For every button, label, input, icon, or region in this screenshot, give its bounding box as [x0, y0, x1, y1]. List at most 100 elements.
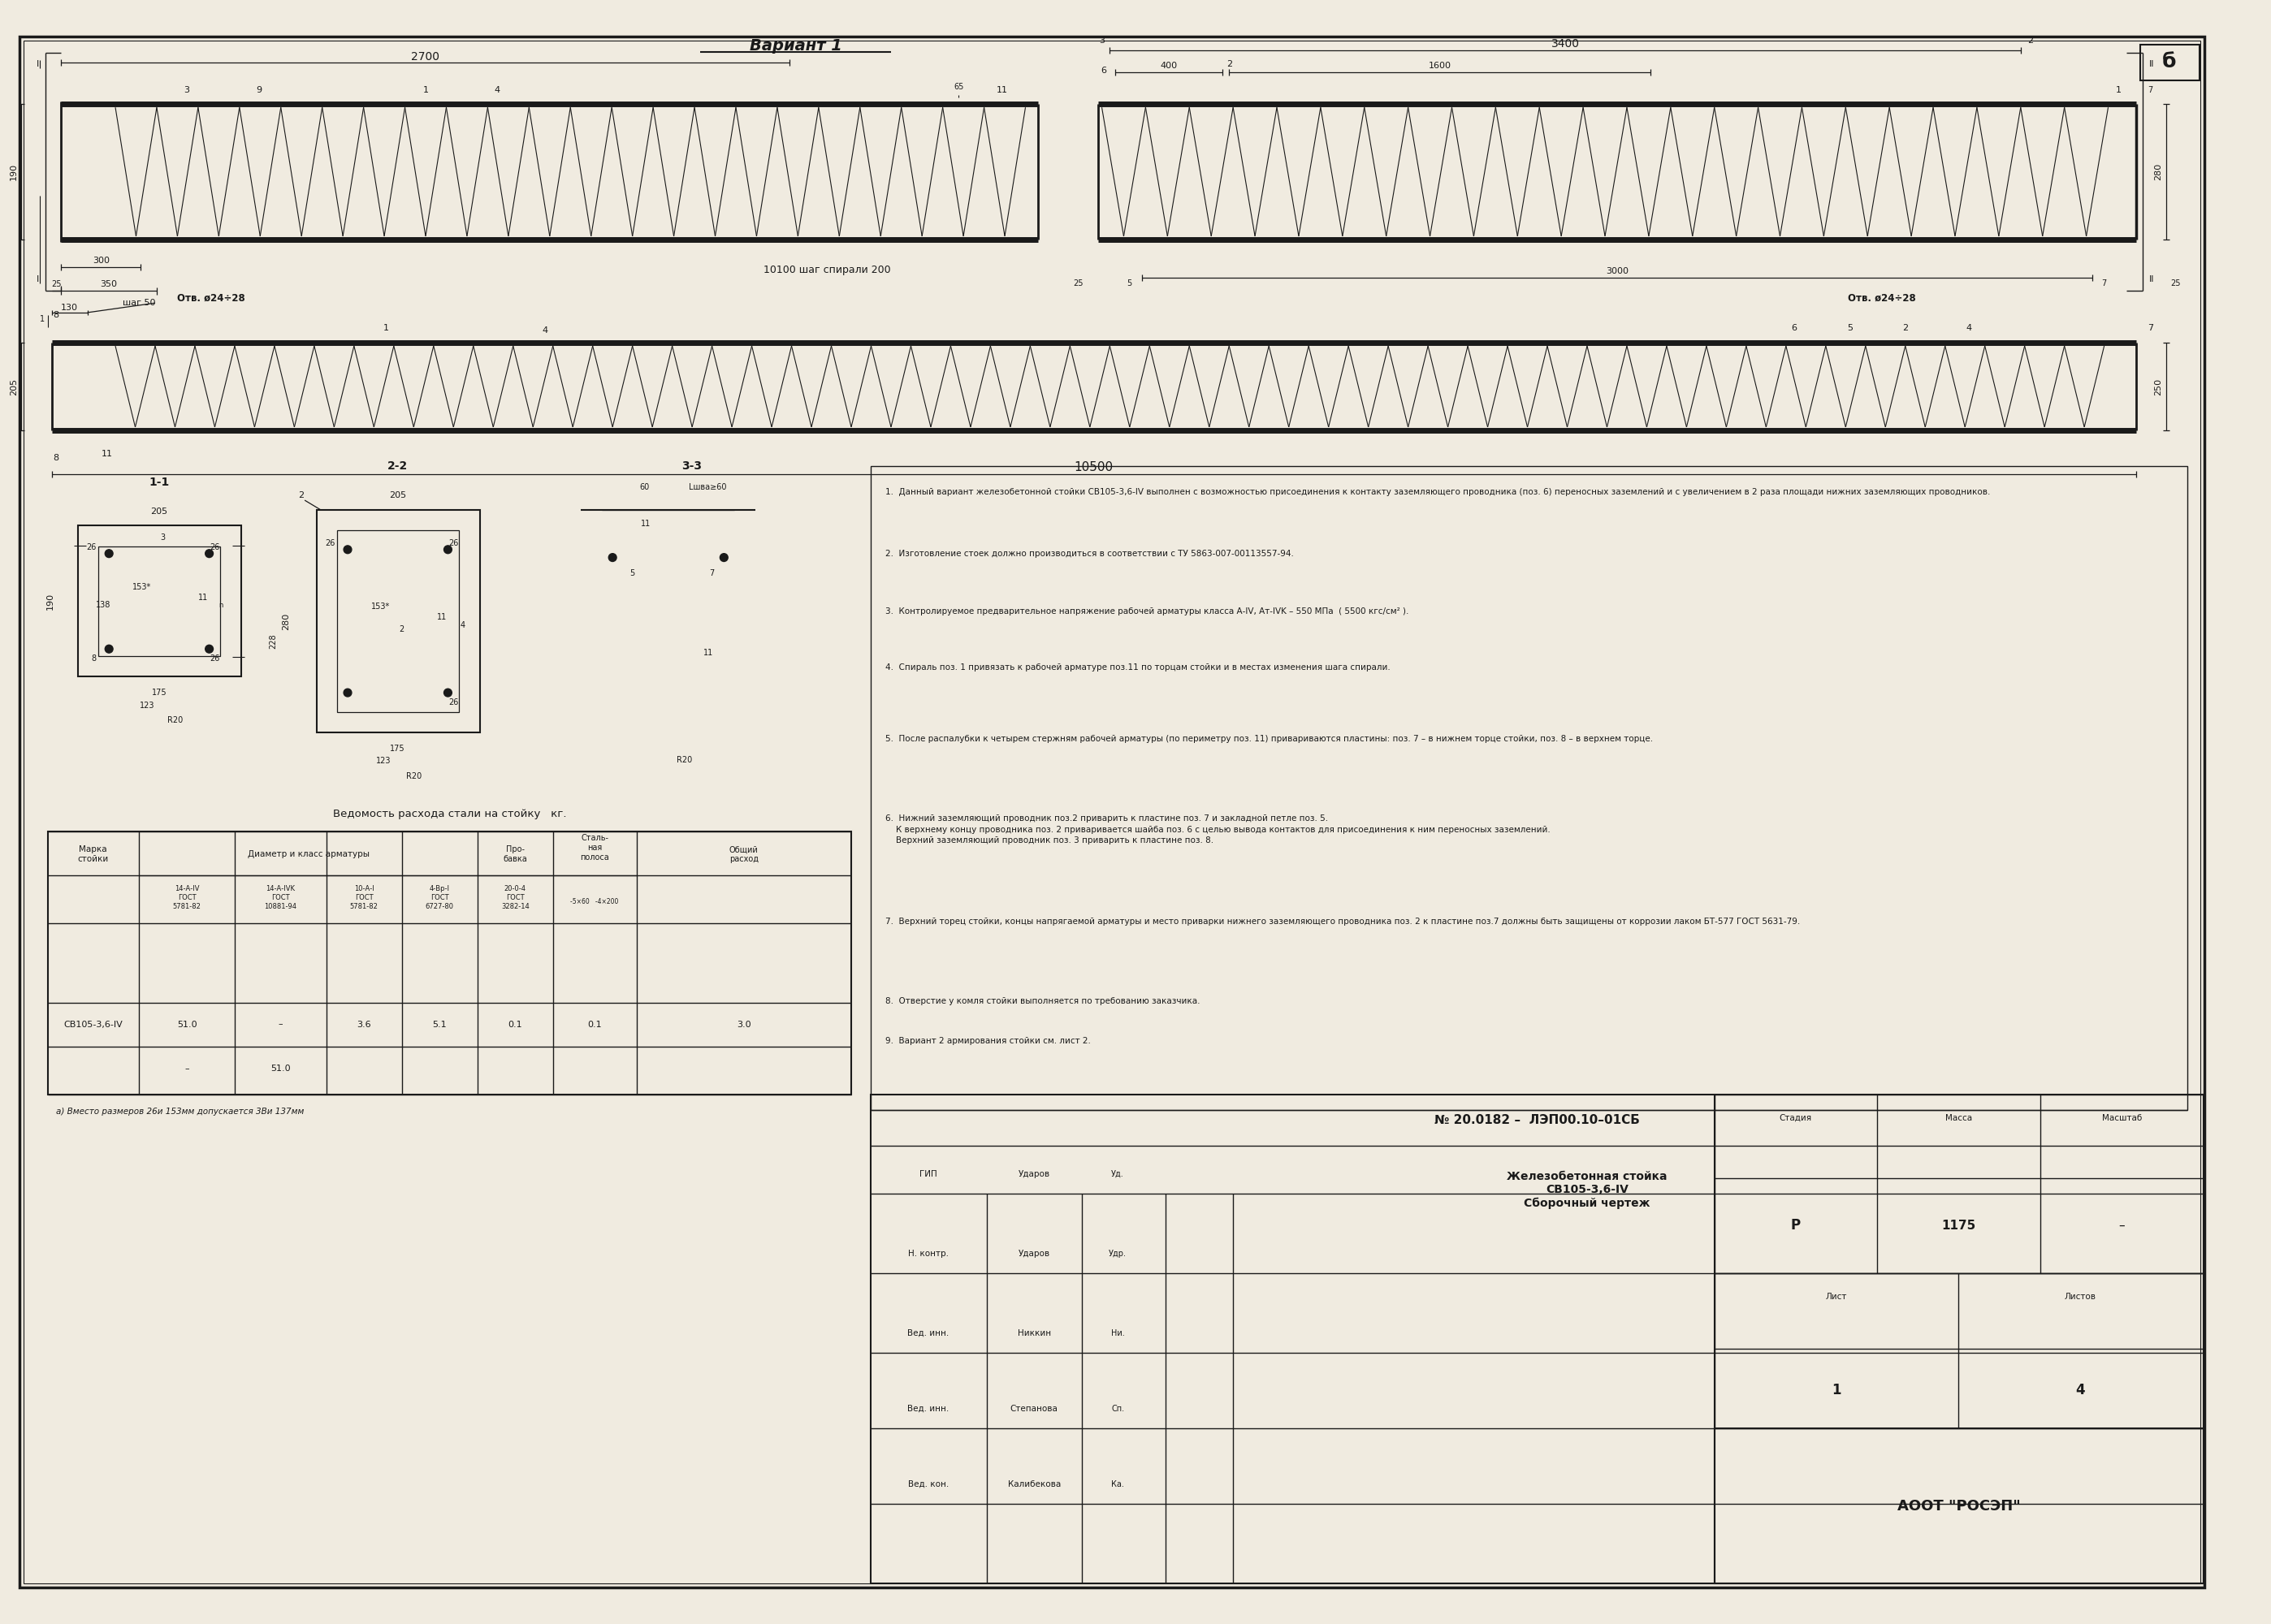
Text: Ни.: Ни. — [1111, 1328, 1124, 1337]
Text: 400: 400 — [1160, 62, 1179, 70]
Text: Отв. ø24÷28: Отв. ø24÷28 — [177, 292, 245, 304]
Text: 1: 1 — [384, 325, 388, 333]
Text: 123: 123 — [139, 702, 154, 710]
Bar — [338, 531, 459, 711]
Text: 1: 1 — [1830, 1384, 1842, 1398]
Text: R20: R20 — [407, 771, 422, 780]
Text: Вариант 1: Вариант 1 — [749, 39, 843, 54]
Text: Ударов: Ударов — [1017, 1169, 1049, 1177]
Text: 3.0: 3.0 — [736, 1020, 752, 1028]
Text: 1600: 1600 — [1428, 62, 1451, 70]
Text: 11: 11 — [704, 650, 713, 658]
Text: шаг 50: шаг 50 — [123, 299, 157, 307]
Text: 7: 7 — [2148, 325, 2153, 333]
Text: 205: 205 — [9, 378, 18, 395]
Text: 4: 4 — [1967, 325, 1971, 333]
Text: 10100 шаг спирали 200: 10100 шаг спирали 200 — [763, 265, 890, 274]
Text: R20: R20 — [677, 757, 693, 765]
Text: 26: 26 — [447, 698, 459, 706]
Text: 51.0: 51.0 — [177, 1020, 198, 1028]
Bar — [98, 546, 220, 656]
Text: 2-2: 2-2 — [388, 460, 409, 471]
Text: Сталь-
ная
полоса: Сталь- ная полоса — [579, 835, 609, 861]
Text: 60: 60 — [640, 484, 650, 492]
Bar — [77, 526, 241, 677]
Text: 3.6: 3.6 — [357, 1020, 370, 1028]
Text: 5.1: 5.1 — [431, 1020, 447, 1028]
Text: Ка.: Ка. — [1111, 1479, 1124, 1488]
Bar — [1715, 1273, 2203, 1429]
Text: 20-0-4
ГОСТ
3282-14: 20-0-4 ГОСТ 3282-14 — [502, 885, 529, 911]
Text: 1: 1 — [422, 86, 429, 94]
Text: Калибекова: Калибекова — [1008, 1479, 1061, 1488]
Text: 10500: 10500 — [1074, 461, 1113, 474]
Text: 1-1: 1-1 — [150, 476, 170, 487]
Text: Никкин: Никкин — [1017, 1328, 1051, 1337]
Text: 11: 11 — [997, 86, 1008, 94]
Text: Отв. ø24÷28: Отв. ø24÷28 — [1846, 292, 1914, 304]
Text: 4: 4 — [495, 86, 500, 94]
Text: 51.0: 51.0 — [270, 1065, 291, 1073]
Text: 1: 1 — [39, 315, 45, 323]
Circle shape — [720, 554, 729, 562]
Text: 25: 25 — [1072, 279, 1083, 287]
Text: 138: 138 — [95, 601, 111, 609]
Text: № 20.0182 –  ЛЭП00.10–01СБ: № 20.0182 – ЛЭП00.10–01СБ — [1435, 1114, 1640, 1125]
Circle shape — [443, 546, 452, 554]
Text: 11: 11 — [102, 450, 114, 458]
Text: Масштаб: Масштаб — [2101, 1114, 2142, 1122]
Text: СВ105-3,6-IV: СВ105-3,6-IV — [64, 1020, 123, 1028]
Circle shape — [204, 549, 213, 557]
Text: 3: 3 — [184, 86, 191, 94]
Text: 300: 300 — [93, 257, 109, 265]
Text: II: II — [2148, 60, 2155, 68]
Text: Р: Р — [1790, 1218, 1801, 1233]
Text: 205: 205 — [388, 492, 407, 500]
Text: 2: 2 — [1903, 325, 1908, 333]
Text: 5: 5 — [629, 570, 636, 578]
Text: 175: 175 — [152, 689, 166, 697]
Circle shape — [104, 549, 114, 557]
Text: Lшва≥60: Lшва≥60 — [688, 484, 727, 492]
Text: 14-А-IV
ГОСТ
5781-82: 14-А-IV ГОСТ 5781-82 — [173, 885, 202, 911]
Text: 9: 9 — [257, 86, 261, 94]
Text: ГИП: ГИП — [920, 1169, 938, 1177]
Text: Удр.: Удр. — [1108, 1249, 1126, 1257]
Text: 3400: 3400 — [1551, 37, 1578, 49]
Text: 3.  Контролируемое предварительное напряжение рабочей арматуры класса А-IV, Ат-I: 3. Контролируемое предварительное напряж… — [886, 607, 1408, 615]
Bar — [872, 466, 2187, 1111]
Text: I: I — [36, 60, 39, 68]
Text: Ведомость расхода стали на стойку   кг.: Ведомость расхода стали на стойку кг. — [334, 809, 565, 820]
Text: 190: 190 — [9, 162, 18, 180]
Text: Сп.: Сп. — [1111, 1405, 1124, 1413]
Circle shape — [343, 546, 352, 554]
Text: 26: 26 — [325, 539, 336, 547]
Text: 2: 2 — [400, 625, 404, 633]
Text: Масса: Масса — [1946, 1114, 1971, 1122]
Text: Листов: Листов — [2064, 1293, 2096, 1301]
Bar — [48, 831, 852, 1095]
Text: 1: 1 — [2117, 86, 2121, 94]
Text: а) Вместо размеров 26и 153мм допускается 3Ви 137мм: а) Вместо размеров 26и 153мм допускается… — [57, 1108, 304, 1116]
Text: 2700: 2700 — [411, 50, 438, 62]
Text: 2: 2 — [2028, 36, 2033, 44]
Text: 280: 280 — [282, 612, 291, 630]
Bar — [1715, 1429, 2203, 1583]
Text: 14-А-IVK
ГОСТ
10881-94: 14-А-IVK ГОСТ 10881-94 — [263, 885, 298, 911]
Text: 26: 26 — [209, 654, 220, 663]
Text: 7.  Верхний торец стойки, концы напрягаемой арматуры и место приварки нижнего за: 7. Верхний торец стойки, концы напрягаем… — [886, 918, 1801, 926]
Text: 153*: 153* — [370, 603, 391, 611]
Text: 2: 2 — [298, 492, 304, 500]
Text: 4: 4 — [543, 326, 547, 335]
Text: –: – — [184, 1065, 188, 1073]
Text: R20: R20 — [168, 716, 184, 724]
Text: 153*: 153* — [132, 583, 152, 591]
Text: 8: 8 — [91, 654, 95, 663]
Text: 6: 6 — [1101, 67, 1106, 75]
Text: 65: 65 — [954, 83, 963, 91]
Text: 5.  После распалубки к четырем стержням рабочей арматуры (по периметру поз. 11) : 5. После распалубки к четырем стержням р… — [886, 734, 1653, 742]
Text: 4: 4 — [2076, 1384, 2085, 1398]
Text: Степанова: Степанова — [1011, 1405, 1058, 1413]
Text: Стадия: Стадия — [1778, 1114, 1812, 1122]
Text: 350: 350 — [100, 279, 118, 287]
